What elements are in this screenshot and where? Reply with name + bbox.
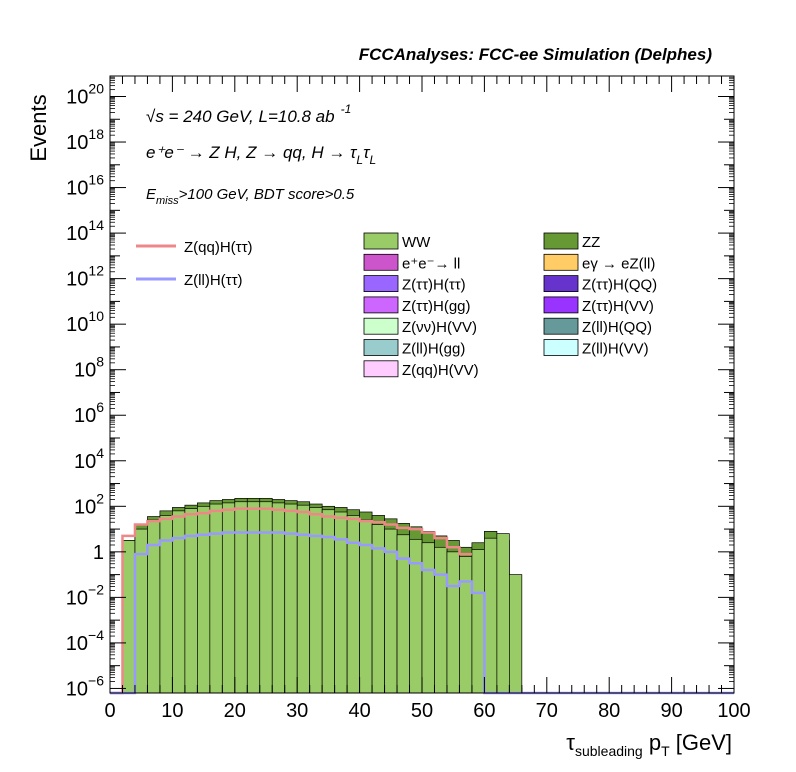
legend-swatch [363, 275, 399, 293]
y-axis-label: Events [26, 94, 51, 161]
legend-label: Z(ll)H(QQ) [582, 319, 652, 336]
y-tick-label: 10−6 [66, 672, 104, 700]
y-tick-label: 104 [74, 445, 104, 473]
bar [434, 546, 448, 694]
legend-label: Z(ττ)H(QQ) [582, 277, 657, 294]
annotation-line2: e⁺e⁻ → Z H, Z → qq, H → τ [146, 143, 358, 162]
series-ww [122, 501, 523, 694]
legend-swatch [363, 253, 399, 271]
legend-swatch [543, 339, 579, 356]
y-axis: 10−6 10−4 10−2 1 102 104 106 108 1010 1012 1014 101… [66, 76, 734, 700]
legend-swatch [543, 253, 579, 271]
bar [259, 501, 273, 694]
bar [446, 551, 460, 694]
svg-text:τsubleading pT [GeV]: τsubleading pT [GeV] [566, 730, 732, 759]
y-tick-label: 1016 [66, 172, 104, 200]
x-tick-label: 10 [161, 700, 183, 722]
legend-label: Z(qq)H(VV) [402, 362, 479, 379]
bar [509, 574, 523, 694]
bar [246, 501, 261, 694]
x-tick-label: 30 [286, 700, 308, 722]
legend-swatch [543, 296, 579, 314]
x-tick-label: 20 [224, 700, 246, 722]
legend-label: Z(ll)H(ττ) [184, 272, 243, 289]
legend-label: eγ → eZ(ll) [582, 255, 655, 272]
svg-text:e⁺e⁻ → Z H, Z → qq, H → τLτL: e⁺e⁻ → Z H, Z → qq, H → τLτL [146, 143, 376, 167]
legend-label: WW [402, 234, 431, 251]
y-tick-label: 10−4 [66, 627, 104, 655]
bar [421, 542, 435, 694]
bar [384, 528, 398, 694]
x-tick-label: 90 [660, 700, 682, 722]
x-tick-label: 70 [536, 700, 558, 722]
x-tick-label: 50 [411, 700, 433, 722]
y-tick-label: 1018 [66, 126, 104, 154]
y-tick-label: 1010 [66, 308, 104, 336]
bar [496, 533, 510, 694]
svg-text:Emiss>100 GeV, BDT score>0.5: Emiss>100 GeV, BDT score>0.5 [146, 186, 355, 207]
annotations: √s = 240 GeV, L=10.8 ab -1 e⁺e⁻ → Z H, Z … [146, 102, 376, 207]
x-tick-label: 100 [717, 700, 750, 722]
legend-swatch [363, 317, 399, 335]
annotation-line3: E [146, 186, 157, 203]
legend-label: Z(qq)H(ττ) [184, 239, 253, 256]
x-tick-label: 60 [473, 700, 495, 722]
bar [122, 540, 136, 694]
svg-text:√s = 240 GeV, L=10.8 ab-1: √s = 240 GeV, L=10.8 ab -1 [146, 102, 351, 126]
bar [371, 524, 385, 694]
y-tick-label: 1012 [66, 263, 104, 291]
x-tick-label: 40 [348, 700, 370, 722]
legend-label: Z(ττ)H(gg) [402, 298, 471, 315]
legend-label: Z(ll)H(gg) [402, 341, 465, 358]
legend-swatch [363, 339, 399, 356]
signal-line-z-qq-h- [110, 507, 472, 695]
legend-label: Z(ττ)H(ττ) [402, 277, 466, 294]
bar [209, 503, 223, 694]
x-tick-label: 80 [598, 700, 620, 722]
bar [159, 515, 173, 694]
bar [484, 537, 498, 694]
bar [459, 556, 473, 694]
x-axis: 0 10 20 30 40 50 60 70 80 90 100 [104, 76, 751, 722]
bar [234, 501, 248, 694]
bar [296, 504, 311, 694]
y-tick-label: 1014 [66, 217, 104, 245]
legend-swatch [543, 317, 579, 335]
x-axis-label: τsubleading pT [GeV] [566, 730, 732, 759]
y-tick-label: 10−2 [66, 581, 104, 609]
legend-label: Z(ττ)H(VV) [582, 298, 654, 315]
y-tick-label: 1 [93, 542, 104, 564]
x-tick-label: 0 [104, 700, 115, 722]
legend-swatch [363, 360, 399, 378]
bar [471, 549, 485, 694]
legend: Z(qq)H(ττ) Z(ll)H(ττ) WW ZZ e⁺e⁻→ ll eγ → eZ(… [136, 232, 657, 379]
legend-label: Z(ll)H(VV) [582, 341, 649, 358]
legend-label: Z(νν)H(VV) [402, 319, 477, 336]
y-tick-label: 108 [74, 354, 104, 382]
legend-swatch [363, 296, 399, 314]
bar [284, 503, 298, 694]
y-tick-label: 102 [74, 490, 104, 518]
legend-swatch [543, 232, 579, 250]
legend-swatch [543, 275, 579, 293]
legend-label: ZZ [582, 234, 600, 251]
legend-swatch [363, 232, 399, 250]
annotation-line1: √s = 240 GeV, L=10.8 ab [146, 107, 335, 126]
plot-area [110, 497, 734, 695]
chart-title: FCCAnalyses: FCC-ee Simulation (Delphes) [359, 45, 713, 64]
legend-label: e⁺e⁻→ ll [402, 255, 460, 272]
y-tick-label: 1020 [66, 80, 104, 108]
y-tick-label: 106 [74, 399, 104, 427]
